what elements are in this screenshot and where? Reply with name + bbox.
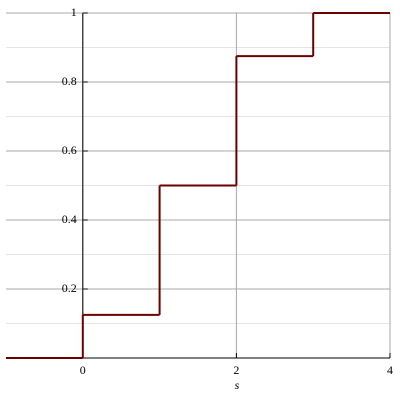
x-axis-label: s [235, 378, 240, 392]
y-tick-label: 0.2 [62, 281, 77, 295]
x-tick-label: 2 [233, 363, 239, 377]
y-tick-label: 0.4 [62, 212, 77, 226]
y-tick-label: 0.6 [62, 143, 77, 157]
x-tick-label: 4 [387, 363, 393, 377]
y-tick-label: 1 [71, 5, 77, 19]
x-tick-label: 0 [80, 363, 86, 377]
y-tick-label: 0.8 [62, 74, 77, 88]
